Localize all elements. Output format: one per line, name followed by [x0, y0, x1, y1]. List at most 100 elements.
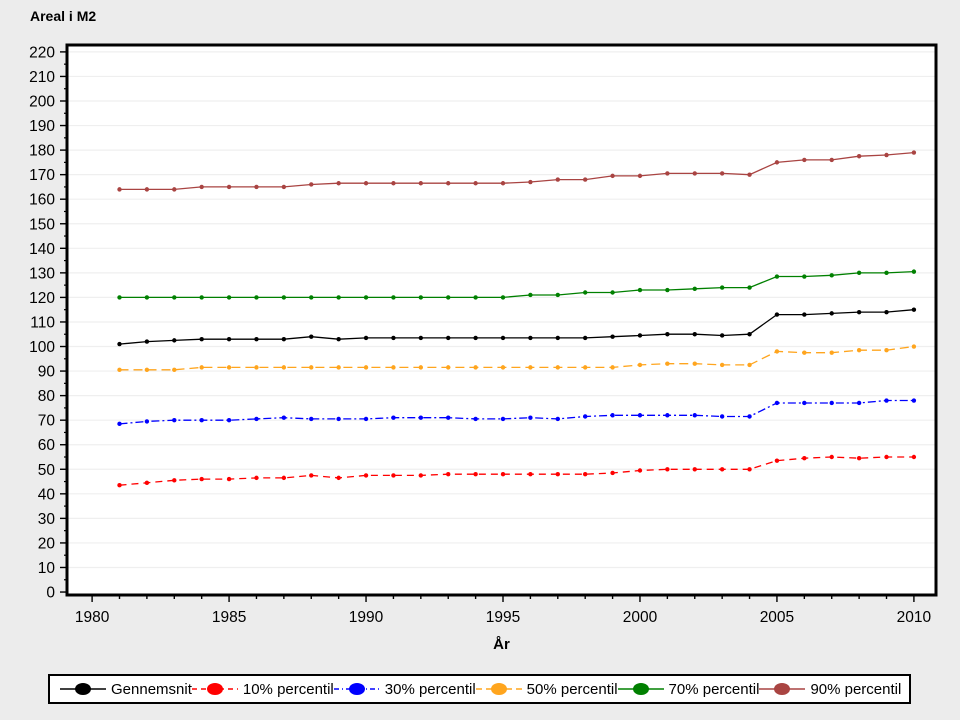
data-point	[637, 287, 643, 293]
series-30-percentil	[117, 398, 917, 427]
series-70-percentil	[117, 269, 917, 300]
data-point	[144, 187, 150, 192]
data-point	[473, 471, 478, 477]
legend-box: Gennemsnit 10% percentil 30% percentil 50% …	[48, 674, 911, 704]
data-point	[336, 181, 341, 186]
data-point	[144, 419, 150, 424]
data-point	[856, 309, 862, 315]
data-point	[172, 367, 177, 373]
y-tick-label: 170	[29, 167, 55, 184]
data-point	[446, 335, 451, 341]
data-point	[555, 365, 560, 370]
data-point	[199, 184, 204, 190]
legend-item-10-percentil: 10% percentil	[191, 680, 334, 698]
y-tick-label: 0	[46, 585, 55, 602]
data-point	[719, 362, 725, 368]
data-point	[500, 295, 506, 300]
data-point	[172, 295, 177, 300]
data-point	[555, 177, 560, 182]
data-point	[884, 309, 889, 315]
legend-label-10-percentil: 10% percentil	[242, 680, 334, 698]
data-point	[391, 295, 396, 300]
x-tick-label: 1985	[212, 609, 246, 626]
data-point	[665, 413, 670, 418]
data-point	[911, 307, 917, 312]
data-point	[802, 312, 807, 317]
legend-label-70-percentil: 70% percentil	[668, 680, 760, 698]
data-point	[665, 171, 670, 176]
y-tick-label: 100	[29, 339, 55, 356]
data-point	[692, 413, 697, 418]
x-tick-label: 2005	[760, 609, 794, 626]
x-tick-label: 2010	[897, 609, 932, 626]
data-point	[117, 187, 122, 192]
data-point	[473, 181, 478, 186]
data-point	[555, 471, 560, 477]
data-point	[446, 181, 451, 186]
legend-item-30-percentil: 30% percentil	[333, 680, 476, 698]
data-point	[391, 335, 396, 341]
data-point	[336, 295, 341, 300]
data-point	[363, 416, 369, 422]
data-point	[391, 415, 396, 420]
data-point	[363, 295, 369, 300]
data-point	[829, 273, 834, 278]
legend-label-30-percentil: 30% percentil	[384, 680, 476, 698]
data-point	[336, 365, 341, 370]
data-point	[582, 177, 588, 182]
data-point	[391, 473, 396, 478]
data-point	[473, 295, 478, 300]
data-point	[829, 157, 834, 163]
data-point	[747, 362, 752, 368]
data-point	[665, 287, 670, 293]
data-point	[144, 339, 150, 344]
data-point	[610, 334, 615, 339]
data-point	[254, 336, 259, 342]
data-point	[199, 336, 204, 342]
series-gennemsnit	[117, 307, 917, 347]
y-tick-label: 30	[38, 511, 56, 528]
data-point	[528, 179, 533, 185]
data-point	[665, 332, 670, 337]
data-point	[884, 398, 889, 403]
data-point	[363, 365, 369, 370]
data-point	[281, 336, 287, 342]
data-point	[692, 332, 697, 337]
x-tick-label: 1995	[486, 609, 520, 626]
data-point	[582, 471, 588, 477]
data-point	[281, 184, 287, 190]
data-point	[610, 470, 615, 476]
data-point	[500, 471, 506, 477]
legend-item-50-percentil: 50% percentil	[475, 681, 618, 698]
data-point	[856, 154, 862, 159]
data-point	[418, 415, 424, 420]
data-point	[226, 336, 232, 342]
data-point	[802, 274, 807, 279]
data-point	[665, 361, 670, 366]
y-axis: 0 10 20 30 40 50 60 70 80 90 100 110 120 130 140 150 160…	[29, 44, 68, 602]
chart-title: Areal i M2	[30, 8, 97, 24]
x-tick-label: 1980	[75, 609, 110, 626]
data-point	[199, 295, 204, 300]
data-point	[884, 270, 889, 276]
data-point	[309, 182, 314, 187]
data-point	[281, 415, 287, 420]
data-point	[418, 295, 424, 300]
data-point	[747, 414, 752, 419]
data-point	[172, 187, 177, 192]
y-tick-label: 60	[38, 437, 56, 454]
legend-item-70-percentil: 70% percentil	[617, 680, 760, 698]
series-90-percentil	[117, 150, 917, 192]
y-tick-label: 210	[29, 69, 55, 86]
data-point	[637, 333, 643, 338]
x-axis-label: År	[493, 636, 510, 653]
data-point	[473, 335, 478, 341]
data-point	[884, 347, 889, 353]
data-point	[500, 181, 506, 186]
data-point	[172, 478, 177, 483]
y-tick-label: 130	[29, 265, 55, 282]
data-point	[226, 417, 232, 423]
data-point	[528, 292, 533, 298]
gridlines	[68, 51, 935, 569]
data-point	[637, 468, 643, 473]
